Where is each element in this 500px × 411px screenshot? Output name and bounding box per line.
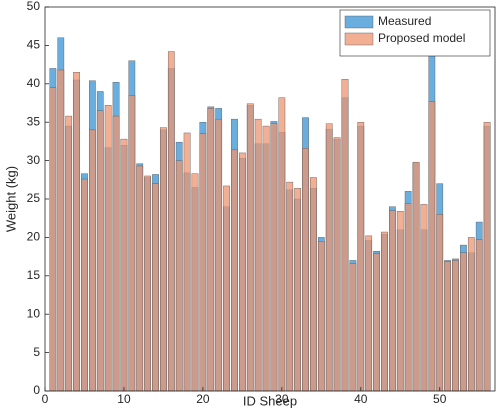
bar [136, 165, 144, 392]
bar [302, 148, 309, 392]
y-tick-label: 20 [27, 230, 41, 244]
bar [167, 51, 175, 392]
y-axis-label: Weight (kg) [3, 166, 18, 232]
bar [270, 123, 278, 392]
bar [57, 69, 65, 392]
bar [223, 185, 230, 392]
x-axis-label: ID Sheep [243, 393, 297, 408]
bar [444, 261, 451, 392]
legend-swatch [344, 32, 374, 46]
bar [96, 110, 104, 392]
x-tick-label: 30 [275, 392, 289, 406]
plot-area [49, 37, 491, 392]
bar [420, 204, 428, 392]
bar [365, 235, 373, 392]
bar [467, 237, 475, 392]
x-tick-label: 0 [42, 392, 49, 406]
bar [231, 149, 238, 392]
bar [49, 87, 57, 392]
bar [152, 183, 159, 392]
bar [73, 72, 80, 392]
bar [396, 211, 404, 392]
bar [262, 125, 270, 392]
bar [278, 97, 286, 392]
bar [286, 181, 294, 392]
y-tick-label: 45 [27, 38, 41, 52]
bar [428, 101, 436, 392]
x-tick-label: 50 [433, 392, 447, 406]
y-tick-label: 25 [27, 191, 41, 205]
x-tick-label: 10 [117, 392, 131, 406]
bar [389, 210, 396, 392]
bar [239, 152, 246, 392]
x-tick-label: 20 [196, 392, 210, 406]
bar [246, 103, 254, 392]
bar [183, 132, 191, 392]
x-tick-label: 40 [354, 392, 368, 406]
bar [128, 95, 136, 392]
legend-label: Measured [378, 14, 431, 28]
bar [294, 188, 301, 392]
bar [104, 105, 112, 392]
bar [207, 108, 215, 392]
bar [404, 203, 412, 392]
bar [333, 137, 341, 392]
bar [65, 115, 73, 392]
y-tick-label: 40 [27, 76, 41, 90]
bar [215, 118, 223, 392]
bar [341, 78, 349, 392]
bar [191, 173, 199, 392]
bar [89, 129, 96, 392]
legend: Measured Proposed model [339, 9, 491, 57]
bar [160, 127, 167, 392]
axes-frame [44, 6, 496, 392]
bar [381, 231, 388, 392]
bar [175, 160, 183, 392]
y-tick-label: 35 [27, 114, 41, 128]
bar [349, 263, 357, 392]
legend-swatch [344, 15, 374, 29]
y-tick-label: 30 [27, 153, 41, 167]
bar [254, 118, 262, 392]
bar [120, 138, 128, 392]
bar [144, 175, 151, 392]
bar [199, 133, 207, 392]
y-tick-label: 15 [27, 268, 41, 282]
bar [325, 123, 333, 392]
bar [112, 115, 120, 392]
y-tick-label: 10 [27, 306, 41, 320]
bar [81, 178, 88, 392]
bar [452, 260, 459, 392]
bar [475, 239, 483, 392]
bar [436, 214, 444, 392]
bar [317, 241, 325, 392]
bar [483, 121, 491, 392]
legend-label: Proposed model [378, 31, 465, 45]
y-tick-label: 0 [33, 383, 40, 397]
y-tick-label: 5 [33, 345, 40, 359]
bar [412, 161, 420, 392]
bar [357, 121, 365, 392]
bar [460, 252, 467, 392]
y-tick-label: 50 [27, 0, 41, 13]
bar [373, 253, 380, 392]
bar [310, 177, 317, 392]
